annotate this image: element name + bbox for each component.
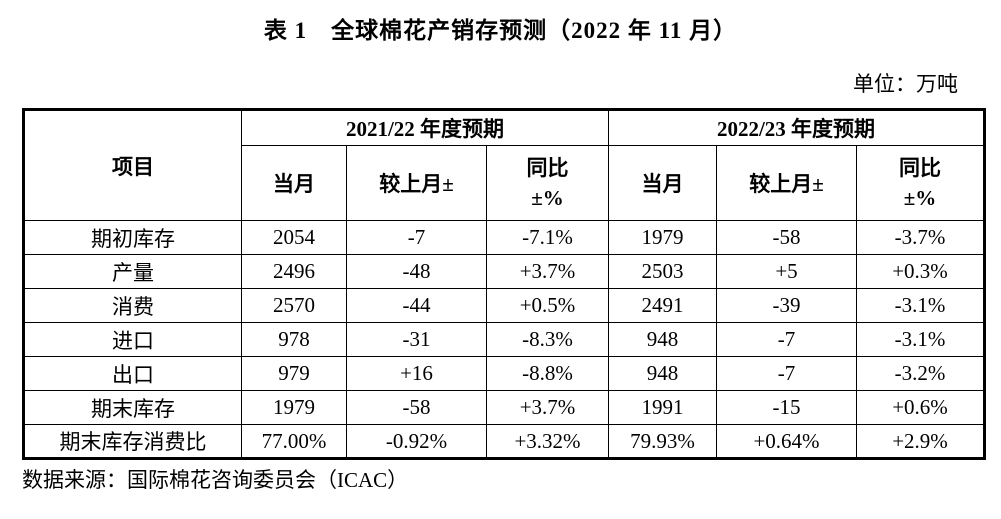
cell-value: +0.64% (716, 424, 857, 459)
subheader-yoy-1: 同比 ±% (486, 145, 609, 221)
cell-value: -3.1% (855, 288, 986, 323)
table-row-beginning-stocks: 期初库存 2054 -7 -7.1% 1979 -58 -3.7% (23, 220, 986, 255)
row-label: 消费 (23, 288, 242, 323)
cell-value: 79.93% (608, 424, 717, 459)
data-source-note: 数据来源：国际棉花咨询委员会（ICAC） (22, 468, 409, 492)
cell-value: 979 (241, 356, 347, 391)
cell-value: -3.2% (855, 356, 986, 391)
cell-value: -7 (716, 322, 857, 357)
cell-value: 2570 (241, 288, 347, 323)
cell-value: 2503 (608, 254, 717, 289)
table-row-imports: 进口 978 -31 -8.3% 948 -7 -3.1% (23, 322, 986, 357)
subheader-yoy-2-line2: ±% (903, 186, 937, 210)
unit-label: 单位：万吨 (853, 72, 958, 96)
cell-value: -44 (346, 288, 487, 323)
cotton-forecast-table: 项目 2021/22 年度预期 2022/23 年度预期 当月 较上月± 同比 ±… (22, 108, 987, 460)
row-label: 期末库存 (23, 390, 242, 425)
cell-value: -58 (346, 390, 487, 425)
subheader-yoy-1-line1: 同比 (526, 156, 569, 180)
cell-value: 1979 (608, 220, 717, 255)
table-row-exports: 出口 979 +16 -8.8% 948 -7 -3.2% (23, 356, 986, 391)
header-group-2021-22: 2021/22 年度预期 (241, 109, 609, 146)
cell-value: -58 (716, 220, 857, 255)
subheader-yoy-1-line2: ±% (531, 186, 564, 210)
cell-value: -3.7% (855, 220, 986, 255)
subheader-current-month-1: 当月 (241, 145, 347, 221)
cell-value: -39 (716, 288, 857, 323)
cell-value: +3.7% (486, 390, 609, 425)
subheader-yoy-2: 同比 ±% (855, 145, 986, 221)
subheader-current-month-2: 当月 (608, 145, 717, 221)
cell-value: +16 (346, 356, 487, 391)
table-title: 表 1 全球棉花产销存预测（2022 年 11 月） (263, 18, 738, 43)
cell-value: +5 (716, 254, 857, 289)
cell-value: 2496 (241, 254, 347, 289)
cell-value: 978 (241, 322, 347, 357)
cell-value: -3.1% (855, 322, 986, 357)
cell-value: -31 (346, 322, 487, 357)
row-label: 出口 (23, 356, 242, 391)
subheader-vs-last-month-2: 较上月± (716, 145, 857, 221)
cell-value: +3.32% (486, 424, 609, 459)
table-row-consumption: 消费 2570 -44 +0.5% 2491 -39 -3.1% (23, 288, 986, 323)
cell-value: +0.3% (855, 254, 986, 289)
row-label: 产量 (23, 254, 242, 289)
cell-value: -7 (346, 220, 487, 255)
row-label: 期初库存 (23, 220, 242, 255)
cell-value: -0.92% (346, 424, 487, 459)
cell-value: 77.00% (241, 424, 347, 459)
cell-value: 2054 (241, 220, 347, 255)
table-row-stocks-to-use-ratio: 期末库存消费比 77.00% -0.92% +3.32% 79.93% +0.6… (23, 424, 986, 459)
cell-value: 1979 (241, 390, 347, 425)
cell-value: 948 (608, 322, 717, 357)
cell-value: 948 (608, 356, 717, 391)
row-label: 期末库存消费比 (23, 424, 242, 459)
subheader-vs-last-month-1: 较上月± (346, 145, 487, 221)
cell-value: +0.5% (486, 288, 609, 323)
cell-value: 2491 (608, 288, 717, 323)
cell-value: +2.9% (855, 424, 986, 459)
cell-value: -8.8% (486, 356, 609, 391)
table-row-ending-stocks: 期末库存 1979 -58 +3.7% 1991 -15 +0.6% (23, 390, 986, 425)
header-group-2022-23: 2022/23 年度预期 (607, 109, 986, 146)
table-row-production: 产量 2496 -48 +3.7% 2503 +5 +0.3% (23, 254, 986, 289)
subheader-yoy-2-line1: 同比 (899, 156, 941, 180)
cell-value: -7.1% (486, 220, 609, 255)
cell-value: +3.7% (486, 254, 609, 289)
cell-value: -8.3% (486, 322, 609, 357)
cell-value: 1991 (608, 390, 717, 425)
cell-value: -7 (716, 356, 857, 391)
row-label: 进口 (23, 322, 242, 357)
cell-value: -15 (716, 390, 857, 425)
cell-value: +0.6% (855, 390, 986, 425)
cell-value: -48 (346, 254, 487, 289)
header-item: 项目 (23, 109, 242, 221)
